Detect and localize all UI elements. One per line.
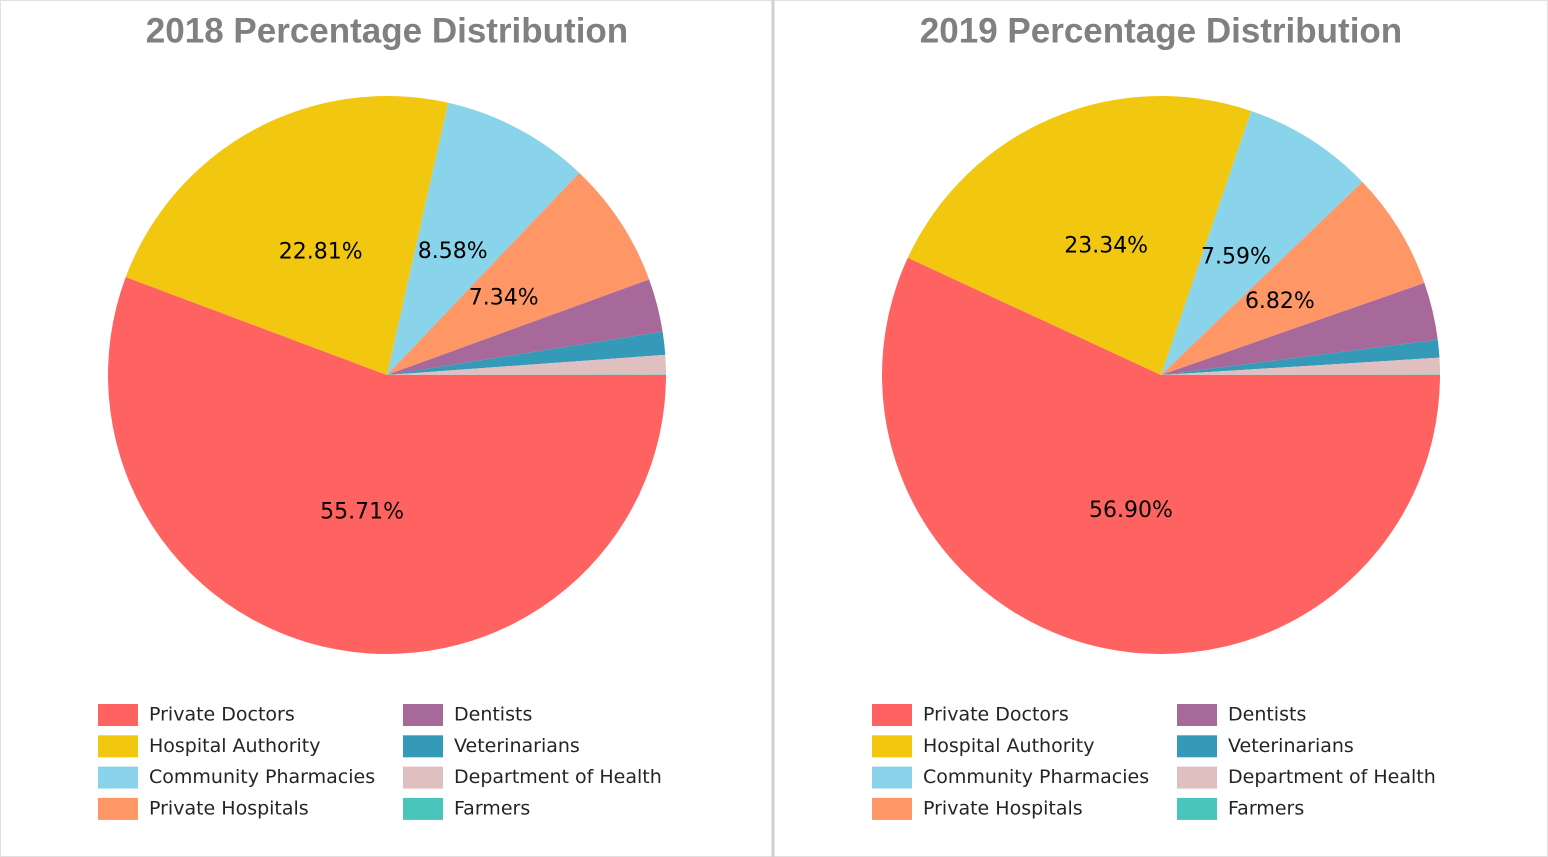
legend-swatch bbox=[872, 766, 912, 789]
legend-label: Private Doctors bbox=[923, 704, 1069, 726]
legend-label: Private Doctors bbox=[149, 704, 295, 726]
data-label: 7.34% bbox=[469, 286, 539, 311]
legend-swatch bbox=[872, 704, 912, 726]
legend-label: Dentists bbox=[454, 704, 532, 726]
legend-swatch bbox=[403, 735, 443, 758]
legend-label: Private Hospitals bbox=[149, 797, 309, 819]
legend-swatch bbox=[1177, 704, 1217, 726]
legend-swatch bbox=[98, 735, 138, 758]
pie-slice bbox=[882, 257, 1440, 655]
data-label: 6.82% bbox=[1245, 289, 1315, 314]
legend-swatch bbox=[403, 766, 443, 789]
legend-label: Hospital Authority bbox=[149, 735, 321, 757]
legend-label: Dentists bbox=[1228, 704, 1306, 726]
legend-label: Hospital Authority bbox=[923, 735, 1095, 757]
legend-swatch bbox=[872, 735, 912, 758]
legend-label: Veterinarians bbox=[1228, 735, 1354, 757]
legend-swatch bbox=[872, 797, 912, 820]
data-label: 56.90% bbox=[1089, 498, 1173, 523]
legend-label: Farmers bbox=[1228, 797, 1304, 819]
pie-slice bbox=[1161, 339, 1440, 375]
pie-slice bbox=[1161, 110, 1363, 376]
legend-swatch bbox=[1177, 797, 1217, 820]
legend-swatch bbox=[98, 766, 138, 789]
pie-slice bbox=[387, 102, 580, 375]
pie-slice bbox=[1161, 282, 1438, 375]
legend-swatch bbox=[403, 704, 443, 726]
legend-swatch bbox=[98, 704, 138, 726]
data-label: 8.58% bbox=[418, 239, 488, 264]
legend-label: Community Pharmacies bbox=[923, 766, 1149, 788]
pie-slice bbox=[387, 279, 663, 375]
pie-slice bbox=[387, 331, 666, 375]
pie-slice bbox=[907, 96, 1252, 375]
legend-label: Private Hospitals bbox=[923, 797, 1083, 819]
pie-slice bbox=[1161, 181, 1425, 375]
legend-label: Community Pharmacies bbox=[149, 766, 375, 788]
legend-swatch bbox=[1177, 766, 1217, 789]
data-label: 23.34% bbox=[1064, 234, 1148, 259]
pie-slice bbox=[108, 277, 667, 654]
legend-swatch bbox=[98, 797, 138, 820]
pie-slice bbox=[1161, 357, 1440, 375]
data-label: 7.59% bbox=[1201, 244, 1271, 269]
legend-label: Veterinarians bbox=[454, 735, 580, 757]
legend-swatch bbox=[1177, 735, 1217, 758]
chart-title: 2018 Percentage Distribution bbox=[146, 11, 628, 50]
legend-swatch bbox=[403, 797, 443, 820]
pie-slice bbox=[387, 172, 650, 375]
legend-label: Department of Health bbox=[454, 766, 662, 788]
pie-slice bbox=[125, 96, 449, 376]
chart-title: 2019 Percentage Distribution bbox=[920, 11, 1402, 50]
legend-label: Department of Health bbox=[1228, 766, 1436, 788]
legend-label: Farmers bbox=[454, 797, 530, 819]
pie-slice bbox=[387, 354, 666, 375]
data-label: 55.71% bbox=[320, 499, 404, 524]
data-label: 22.81% bbox=[279, 239, 363, 264]
